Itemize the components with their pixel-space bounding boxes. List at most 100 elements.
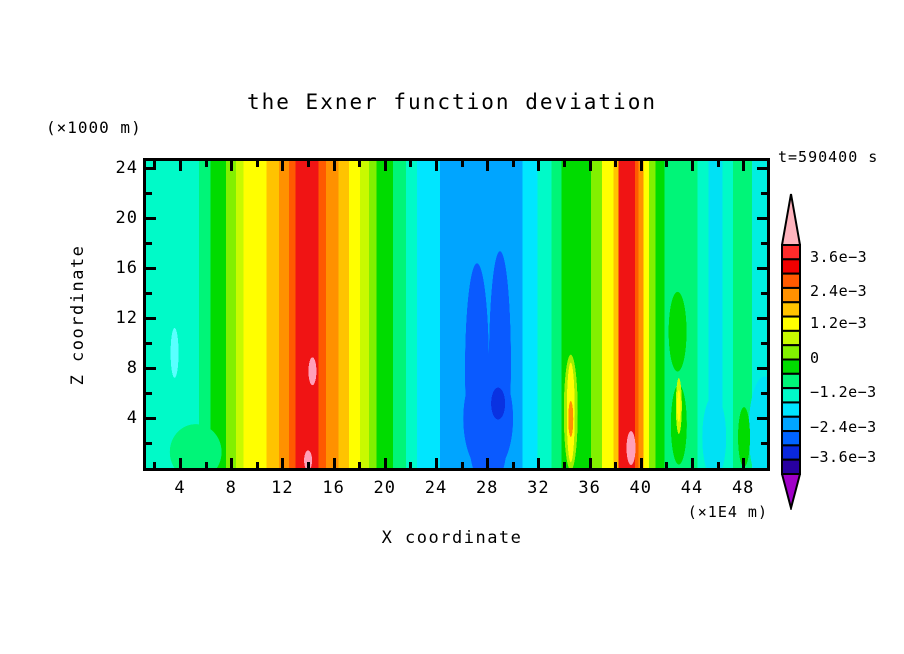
x-tick-label: 40 xyxy=(629,478,653,498)
x-minor-tick xyxy=(614,161,618,167)
colorbar-label: −2.4e−3 xyxy=(810,418,877,436)
colorbar-label: 2.4e−3 xyxy=(810,282,868,300)
colorbar-segment xyxy=(781,301,801,318)
x-major-tick xyxy=(332,458,336,468)
y-axis-unit: (×1000 m) xyxy=(46,118,142,137)
x-major-tick xyxy=(332,161,336,171)
x-minor-tick xyxy=(358,462,362,468)
x-minor-tick xyxy=(204,462,208,468)
colorbar-label: 0 xyxy=(810,349,820,367)
x-major-tick xyxy=(742,458,746,468)
x-minor-tick xyxy=(409,462,413,468)
z-minor-tick xyxy=(761,192,767,195)
z-minor-tick xyxy=(761,392,767,395)
z-major-tick xyxy=(146,417,156,420)
z-minor-tick xyxy=(761,292,767,295)
x-tick-label: 8 xyxy=(225,478,237,498)
x-minor-tick xyxy=(460,161,464,167)
z-major-tick xyxy=(757,417,767,420)
x-minor-tick xyxy=(511,161,515,167)
z-major-tick xyxy=(757,317,767,320)
colorbar-segment xyxy=(781,415,801,433)
time-annotation: t=590400 s xyxy=(778,148,879,166)
z-major-tick xyxy=(757,367,767,370)
x-minor-tick xyxy=(409,161,413,167)
colorbar-segment xyxy=(781,258,801,275)
x-minor-tick xyxy=(716,462,720,468)
x-minor-tick xyxy=(716,161,720,167)
colorbar-segment xyxy=(781,244,801,261)
z-minor-tick xyxy=(146,292,152,295)
colorbar-segment xyxy=(781,444,801,461)
x-minor-tick xyxy=(563,462,566,468)
x-minor-tick xyxy=(153,161,157,167)
x-major-tick xyxy=(537,458,541,468)
x-major-tick xyxy=(435,161,438,171)
x-tick-label: 12 xyxy=(271,478,294,498)
x-minor-tick xyxy=(307,462,310,468)
x-tick-label: 48 xyxy=(731,478,755,498)
z-minor-tick xyxy=(146,392,152,395)
z-major-tick xyxy=(146,367,156,370)
colorbar-segment xyxy=(781,401,801,418)
colorbar-segment xyxy=(781,272,801,289)
colorbar-label: −3.6e−3 xyxy=(810,448,877,466)
z-major-tick xyxy=(146,167,156,170)
x-axis-unit: (×1E4 m) xyxy=(687,503,768,521)
z-tick-label: 24 xyxy=(115,158,138,178)
x-major-tick xyxy=(639,458,643,468)
colorbar-segment xyxy=(781,344,801,361)
colorbar-segment xyxy=(781,358,801,375)
z-minor-tick xyxy=(146,192,152,195)
colorbar-segment xyxy=(781,430,801,447)
x-tick-label: 16 xyxy=(322,478,345,498)
x-major-tick xyxy=(537,161,541,171)
x-major-tick xyxy=(383,458,387,468)
x-major-tick xyxy=(691,161,694,171)
x-minor-tick xyxy=(665,462,669,468)
colorbar-bottom-arrow xyxy=(781,473,801,510)
x-major-tick xyxy=(486,161,490,171)
x-minor-tick xyxy=(614,462,618,468)
x-major-tick xyxy=(230,458,234,468)
z-major-tick xyxy=(757,267,767,270)
z-tick-label: 20 xyxy=(115,208,138,228)
x-tick-label: 24 xyxy=(424,478,448,498)
colorbar-segment xyxy=(781,458,801,475)
x-minor-tick xyxy=(204,161,208,167)
x-major-tick xyxy=(742,161,746,171)
colorbar-segment xyxy=(781,387,801,404)
colorbar-label: 1.2e−3 xyxy=(810,314,868,332)
x-major-tick xyxy=(281,458,285,468)
x-tick-label: 36 xyxy=(578,478,601,498)
x-tick-label: 44 xyxy=(680,478,704,498)
z-major-tick xyxy=(757,167,767,170)
colorbar xyxy=(781,193,801,510)
x-tick-label: 20 xyxy=(373,478,397,498)
x-major-tick xyxy=(435,458,438,468)
x-tick-label: 32 xyxy=(527,478,550,498)
x-tick-label: 28 xyxy=(475,478,499,498)
colorbar-label: −1.2e−3 xyxy=(810,383,877,401)
z-tick-label: 12 xyxy=(115,308,138,328)
plot-area xyxy=(143,158,770,471)
colorbar-label: 3.6e−3 xyxy=(810,248,868,266)
colorbar-segment xyxy=(781,329,801,347)
z-minor-tick xyxy=(146,442,152,445)
z-minor-tick xyxy=(761,342,767,345)
x-major-tick xyxy=(639,161,643,171)
x-major-tick xyxy=(281,161,285,171)
colorbar-segment xyxy=(781,372,801,390)
z-major-tick xyxy=(146,267,156,270)
z-tick-label: 8 xyxy=(126,358,138,378)
z-minor-tick xyxy=(761,242,767,245)
z-major-tick xyxy=(146,217,156,220)
x-major-tick xyxy=(588,458,592,468)
colorbar-top-arrow xyxy=(781,193,801,246)
x-minor-tick xyxy=(153,462,157,468)
colorbar-segment xyxy=(781,315,801,332)
x-major-tick xyxy=(588,161,592,171)
x-minor-tick xyxy=(665,161,669,167)
x-major-tick xyxy=(230,161,234,171)
